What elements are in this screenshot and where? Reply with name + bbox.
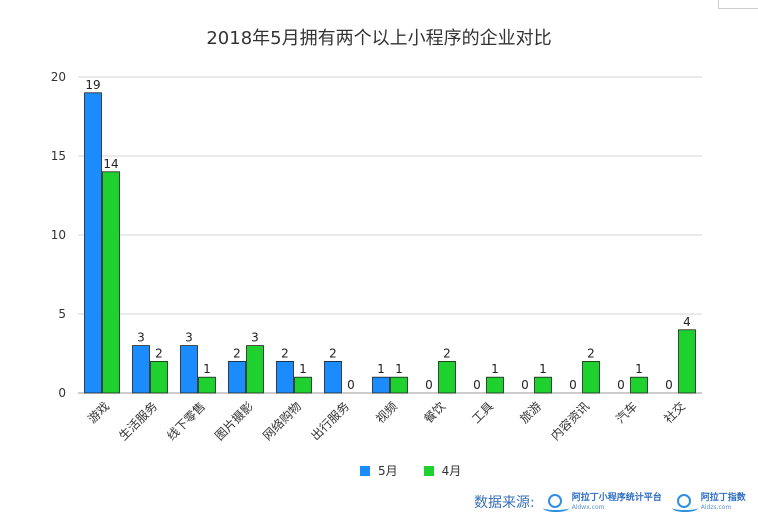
x-tick-label: 游戏 (85, 399, 112, 426)
data-label: 0 (521, 378, 529, 392)
chart-title: 2018年5月拥有两个以上小程序的企业对比 (206, 28, 552, 49)
legend-swatch-april (423, 465, 434, 476)
bar-april (198, 376, 216, 394)
bar-april (246, 345, 264, 394)
x-tick-label: 图片摄影 (212, 399, 257, 444)
data-label: 1 (203, 362, 211, 376)
bar-may (84, 92, 102, 394)
data-label: 3 (137, 331, 145, 345)
y-tick-label: 5 (58, 307, 66, 321)
bar-may (324, 360, 342, 394)
bar-april (150, 360, 168, 394)
data-label: 2 (233, 346, 241, 360)
bar-april (534, 376, 552, 394)
data-label: 0 (425, 378, 433, 392)
data-label: 4 (683, 315, 691, 329)
data-label: 2 (443, 346, 451, 360)
source-label: 数据来源: (474, 495, 535, 511)
y-tick-label: 10 (51, 228, 66, 242)
bar-may (372, 376, 390, 394)
x-tick-label: 生活服务 (116, 399, 161, 444)
data-label: 1 (299, 362, 307, 376)
data-source: 数据来源: 阿拉丁小程序统计平台 Aldwx.com 阿拉丁指数 Aldzs.c… (474, 492, 756, 512)
data-label: 0 (617, 378, 625, 392)
data-label: 2 (155, 346, 163, 360)
aldzs-logo: 阿拉丁指数 Aldzs.com (671, 492, 746, 512)
data-label: 1 (539, 362, 547, 376)
aldzs-logo-url: Aldzs.com (700, 503, 732, 511)
aldzs-logo-icon (671, 493, 698, 512)
bar-april (486, 376, 504, 394)
x-tick-label: 出行服务 (308, 399, 353, 444)
aldwx-logo-name: 阿拉丁小程序统计平台 (571, 492, 662, 503)
bar-may (180, 345, 198, 394)
bar-april (582, 360, 600, 394)
x-tick-label: 视频 (373, 399, 401, 427)
aldwx-logo-icon (542, 493, 569, 512)
aldzs-logo-name: 阿拉丁指数 (700, 492, 746, 503)
x-tick-label: 汽车 (613, 399, 641, 427)
bar-april (678, 329, 696, 394)
y-tick-label: 15 (51, 149, 66, 163)
x-tick-label: 网络购物 (260, 399, 305, 444)
data-label: 1 (491, 362, 499, 376)
corner-border (718, 0, 758, 9)
data-label: 14 (103, 157, 118, 171)
data-label: 3 (251, 331, 259, 345)
data-label: 0 (347, 378, 355, 392)
x-tick-label: 旅游 (517, 399, 544, 426)
bar-may (132, 345, 150, 394)
y-tick-label: 0 (58, 386, 66, 400)
x-tick-label: 内容资讯 (548, 399, 593, 444)
data-label: 0 (473, 378, 481, 392)
y-axis-ticks: 0 5 10 15 20 (51, 70, 66, 400)
data-label: 1 (395, 362, 403, 376)
bar-april (390, 376, 408, 394)
bar-april (102, 171, 120, 394)
bar-may (228, 360, 246, 394)
aldwx-logo: 阿拉丁小程序统计平台 Aldwx.com (542, 492, 662, 512)
legend-item-april[interactable]: 4月 (423, 462, 462, 479)
bar-april (438, 360, 456, 394)
legend: 5月 4月 (360, 462, 461, 479)
bar-may (276, 360, 294, 394)
data-label: 3 (185, 331, 193, 345)
legend-label-may: 5月 (378, 464, 398, 478)
data-label: 2 (281, 346, 289, 360)
legend-item-may[interactable]: 5月 (360, 462, 398, 479)
data-label: 2 (329, 346, 337, 360)
y-tick-label: 20 (51, 70, 66, 84)
x-axis-ticks: 游戏 生活服务 线下零售 图片摄影 网络购物 出行服务 视频 餐饮 工具 旅游 内容资讯 汽车 社交 (85, 399, 688, 444)
legend-swatch-may (360, 465, 370, 476)
bar-april (630, 376, 648, 394)
data-label: 0 (665, 378, 673, 392)
data-label: 2 (587, 346, 595, 360)
data-label: 1 (377, 362, 385, 376)
bar-april (294, 376, 312, 394)
data-label: 1 (635, 362, 643, 376)
data-label: 0 (569, 378, 577, 392)
x-tick-label: 线下零售 (164, 399, 209, 444)
x-tick-label: 工具 (469, 399, 496, 426)
legend-label-april: 4月 (441, 464, 462, 478)
aldwx-logo-url: Aldwx.com (571, 503, 605, 511)
x-tick-label: 餐饮 (421, 399, 449, 427)
bars (84, 92, 696, 394)
x-tick-label: 社交 (661, 399, 689, 427)
data-label: 19 (85, 78, 100, 92)
grid-lines (78, 76, 702, 394)
